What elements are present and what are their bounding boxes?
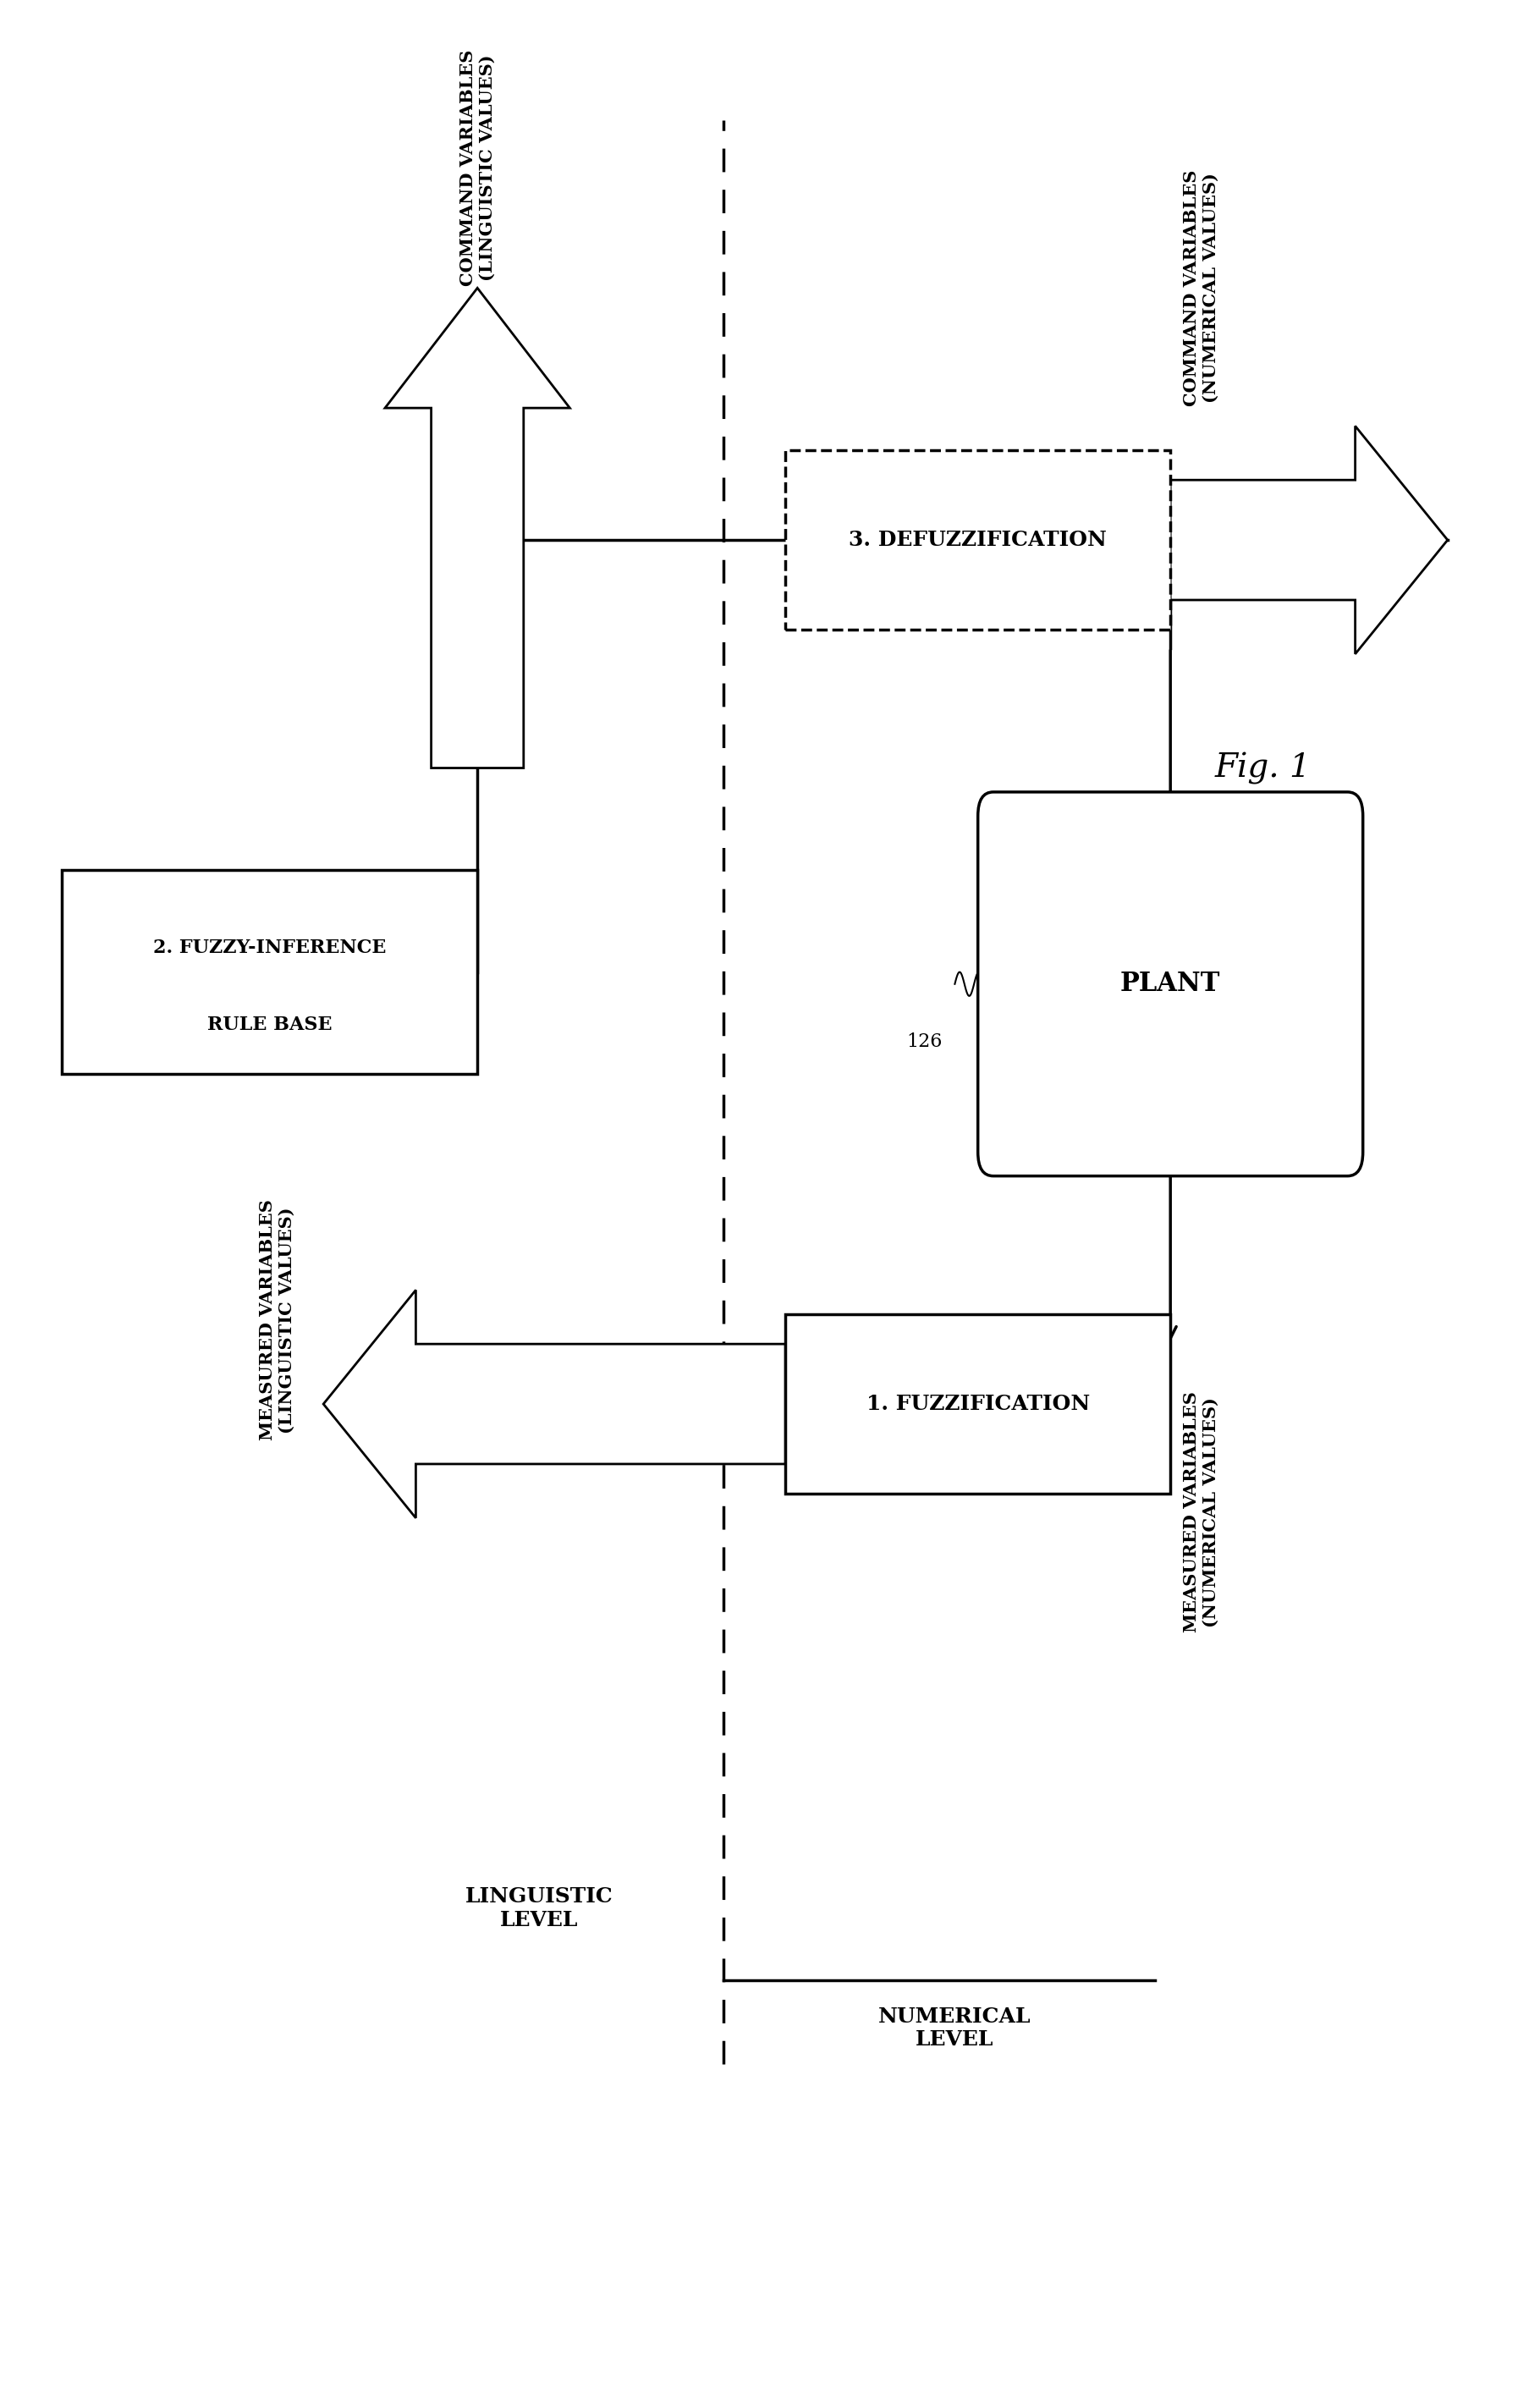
Text: RULE BASE: RULE BASE — [206, 1015, 333, 1034]
FancyBboxPatch shape — [978, 792, 1363, 1176]
Text: PLANT: PLANT — [1120, 972, 1221, 996]
Text: 126: 126 — [906, 1032, 942, 1051]
Polygon shape — [1170, 427, 1448, 653]
Text: Fig. 1: Fig. 1 — [1215, 751, 1311, 785]
Text: 3. DEFUZZIFICATION: 3. DEFUZZIFICATION — [849, 530, 1107, 550]
Text: NUMERICAL
LEVEL: NUMERICAL LEVEL — [878, 2006, 1032, 2050]
Bar — [62, 871, 477, 1075]
Bar — [785, 1315, 1170, 1493]
Text: MEASURED VARIABLES
(LINGUISTIC VALUES): MEASURED VARIABLES (LINGUISTIC VALUES) — [259, 1200, 296, 1440]
Text: LINGUISTIC
LEVEL: LINGUISTIC LEVEL — [465, 1886, 613, 1930]
Text: COMMAND VARIABLES
(NUMERICAL VALUES): COMMAND VARIABLES (NUMERICAL VALUES) — [1183, 170, 1220, 406]
Text: 1. FUZZIFICATION: 1. FUZZIFICATION — [865, 1394, 1090, 1414]
Text: 2. FUZZY-INFERENCE: 2. FUZZY-INFERENCE — [152, 938, 387, 958]
Bar — [785, 451, 1170, 629]
Polygon shape — [385, 288, 570, 768]
Text: COMMAND VARIABLES
(LINGUISTIC VALUES): COMMAND VARIABLES (LINGUISTIC VALUES) — [459, 50, 496, 286]
Polygon shape — [323, 1291, 785, 1519]
Text: MEASURED VARIABLES
(NUMERICAL VALUES): MEASURED VARIABLES (NUMERICAL VALUES) — [1183, 1392, 1220, 1632]
